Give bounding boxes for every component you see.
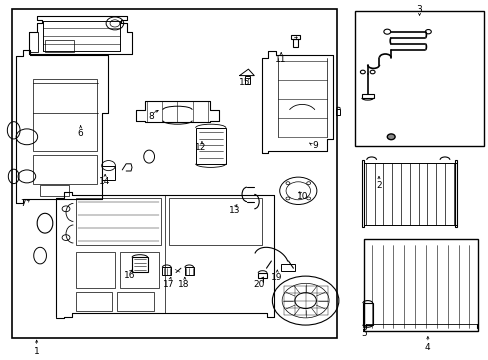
Text: 1: 1 — [34, 346, 40, 356]
Bar — [293, 39, 298, 47]
Bar — [40, 185, 69, 196]
Bar — [76, 292, 112, 311]
Text: 14: 14 — [99, 177, 111, 186]
Bar — [33, 155, 97, 184]
Bar — [195, 128, 225, 164]
Bar — [120, 252, 159, 288]
Text: 6: 6 — [78, 129, 83, 138]
Bar — [168, 198, 261, 245]
Bar — [102, 166, 115, 180]
Bar — [364, 239, 477, 331]
Text: 19: 19 — [270, 273, 282, 282]
Text: 2: 2 — [375, 181, 381, 190]
Bar — [362, 303, 372, 325]
Text: 7: 7 — [20, 199, 26, 208]
Bar — [361, 94, 373, 98]
Text: 18: 18 — [177, 280, 189, 289]
Bar — [184, 267, 193, 275]
Text: 8: 8 — [148, 112, 154, 121]
Bar — [132, 257, 147, 272]
Bar — [76, 198, 161, 245]
Bar — [361, 160, 364, 227]
Text: 12: 12 — [194, 143, 206, 152]
Bar — [162, 267, 171, 275]
Bar — [33, 79, 97, 151]
Bar — [12, 9, 337, 338]
Circle shape — [386, 134, 394, 140]
Text: 16: 16 — [123, 271, 135, 280]
Text: 5: 5 — [361, 328, 366, 338]
Text: 11: 11 — [275, 55, 286, 64]
Text: 20: 20 — [253, 280, 264, 289]
Bar — [29, 32, 38, 52]
Bar — [43, 21, 120, 51]
Text: 4: 4 — [424, 343, 430, 352]
Bar — [117, 292, 154, 311]
Bar — [281, 264, 294, 271]
Bar — [454, 160, 456, 227]
Text: 10: 10 — [297, 192, 308, 201]
Bar — [258, 273, 266, 278]
Bar — [336, 109, 340, 115]
Bar — [45, 40, 74, 52]
Bar — [291, 35, 300, 39]
Text: 9: 9 — [312, 141, 318, 150]
Bar — [245, 76, 250, 84]
Text: 13: 13 — [228, 206, 240, 215]
Bar — [354, 11, 483, 146]
Text: 3: 3 — [416, 4, 422, 13]
Bar — [76, 252, 115, 288]
Text: 17: 17 — [163, 280, 174, 289]
Text: 15: 15 — [238, 78, 250, 87]
